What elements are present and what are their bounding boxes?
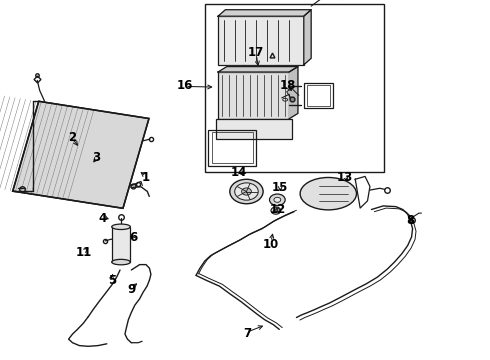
Bar [216,119,292,139]
Text: 7: 7 [244,327,251,340]
Text: 2: 2 [69,131,76,144]
Text: 6: 6 [129,231,137,244]
Ellipse shape [270,194,285,206]
Text: 18: 18 [280,79,296,92]
Ellipse shape [112,259,130,265]
Text: 13: 13 [336,171,353,184]
Text: 15: 15 [272,181,289,194]
Bar [208,130,256,166]
Polygon shape [13,101,149,208]
Bar [205,4,384,172]
Bar [112,227,130,262]
Text: 1: 1 [142,171,150,184]
Text: 14: 14 [231,166,247,179]
Ellipse shape [235,183,258,200]
Text: 4: 4 [99,212,107,225]
Text: 11: 11 [76,246,93,259]
Polygon shape [218,10,311,16]
Ellipse shape [300,177,357,210]
Bar [212,132,253,163]
Bar [218,16,304,65]
Text: 16: 16 [177,79,194,92]
Text: 9: 9 [127,283,135,296]
Text: 17: 17 [248,46,265,59]
Polygon shape [218,67,298,72]
Text: 8: 8 [407,214,415,227]
Ellipse shape [271,207,281,214]
Text: 3: 3 [93,151,100,164]
Ellipse shape [242,188,251,195]
Bar [307,85,330,106]
Polygon shape [304,10,311,65]
Polygon shape [289,67,298,119]
Ellipse shape [274,209,278,212]
Bar [304,83,333,108]
Ellipse shape [112,224,130,230]
Bar [218,72,289,119]
Text: 12: 12 [269,203,286,216]
Text: 10: 10 [263,238,279,251]
Ellipse shape [230,179,263,204]
Text: 5: 5 [108,274,116,287]
Ellipse shape [274,197,281,202]
